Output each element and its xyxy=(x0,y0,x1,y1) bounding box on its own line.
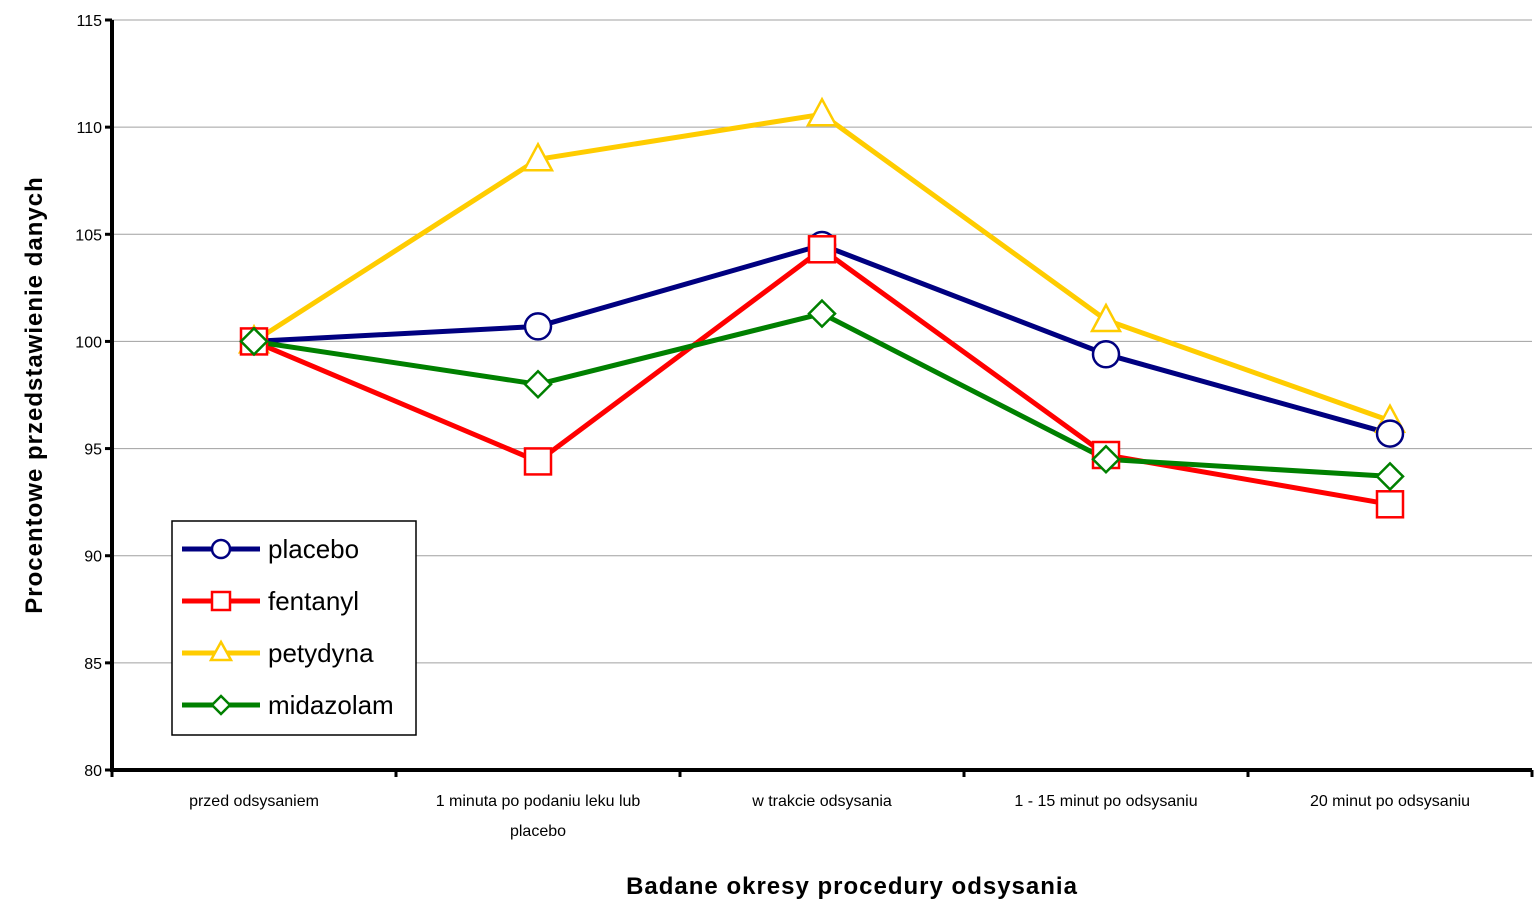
x-tick-label: 1 minuta po podaniu leku lub xyxy=(436,793,641,810)
series-line-midazolam xyxy=(253,311,1391,479)
point-placebo xyxy=(1091,340,1121,369)
legend-marker-placebo xyxy=(210,538,232,560)
series-line-petydyna xyxy=(252,111,1391,424)
x-tick-label: w trakcie odsysania xyxy=(751,793,892,810)
y-tick-label: 105 xyxy=(75,227,102,244)
legend-label-petydyna: petydyna xyxy=(268,638,374,668)
y-tick-label: 95 xyxy=(84,442,102,459)
point-fentanyl xyxy=(523,447,553,476)
legend-label-fentanyl: fentanyl xyxy=(268,586,359,616)
x-tick-label: 20 minut po odsysaniu xyxy=(1310,793,1470,810)
point-petydyna xyxy=(521,141,555,172)
y-tick-label: 90 xyxy=(84,549,102,566)
point-midazolam xyxy=(1091,444,1121,475)
point-midazolam xyxy=(1375,461,1405,492)
series-line-placebo xyxy=(253,242,1391,436)
x-tick-label: 1 - 15 minut po odsysaniu xyxy=(1014,793,1197,810)
legend-label-midazolam: midazolam xyxy=(268,690,394,720)
point-fentanyl xyxy=(807,235,837,264)
point-fentanyl xyxy=(1375,490,1405,519)
point-midazolam xyxy=(239,326,269,357)
legend-marker-fentanyl xyxy=(210,590,232,612)
legend-label-placebo: placebo xyxy=(268,534,359,564)
point-petydyna xyxy=(805,96,839,127)
x-tick-label: placebo xyxy=(510,823,566,840)
axes xyxy=(110,20,1532,772)
legend-marker-petydyna xyxy=(208,639,234,662)
series-group xyxy=(237,96,1407,519)
point-placebo xyxy=(1375,419,1405,448)
x-axis-title: Badane okresy procedury odsysania xyxy=(626,873,1078,900)
y-tick-label: 110 xyxy=(76,120,102,137)
y-tick-label: 85 xyxy=(84,656,102,673)
y-axis-ticks: 80 85 90 95 100 105 110 115 xyxy=(75,13,112,780)
point-placebo xyxy=(523,312,553,341)
legend-box xyxy=(171,520,417,736)
x-tick-label: przed odsysaniem xyxy=(189,793,319,810)
legend: placebo fentanyl petydyna midazolam xyxy=(171,520,417,736)
point-midazolam xyxy=(523,369,553,400)
y-tick-label: 100 xyxy=(75,334,102,351)
y-tick-label: 115 xyxy=(76,13,102,30)
y-tick-label: 80 xyxy=(84,763,102,780)
point-midazolam xyxy=(807,298,837,329)
legend-marker-midazolam xyxy=(210,694,232,716)
point-petydyna xyxy=(1089,302,1123,333)
x-axis-ticks: przed odsysaniem 1 minuta po podaniu leku… xyxy=(110,770,1534,840)
y-axis-title: Procentowe przedstawienie danych xyxy=(21,176,48,613)
